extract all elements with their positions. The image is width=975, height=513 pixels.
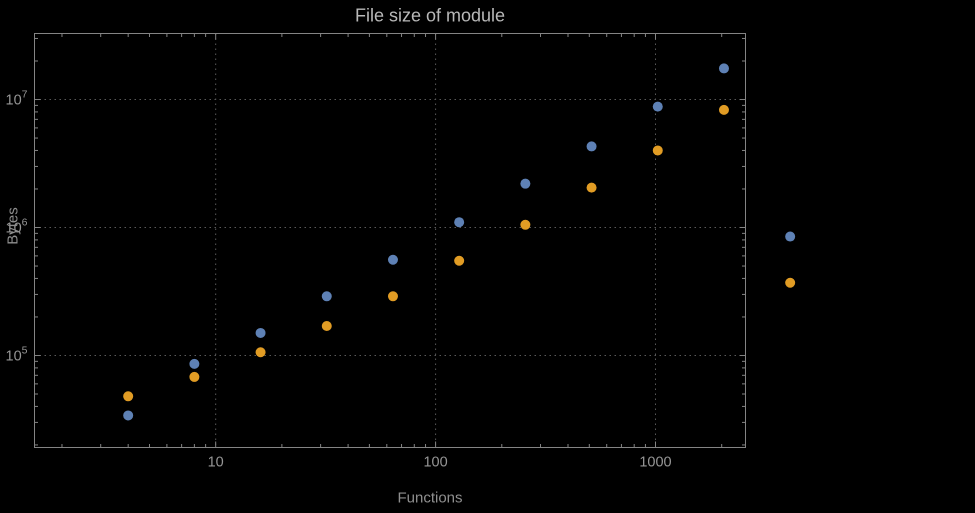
x-tick-label: 10 bbox=[208, 455, 224, 471]
data-point-series-1-blue-x4 bbox=[123, 410, 134, 421]
data-point-series-1-blue-x128 bbox=[454, 217, 465, 228]
data-point-series-1-blue-x16 bbox=[255, 327, 266, 338]
data-point-series-1-blue-x256 bbox=[520, 178, 531, 189]
data-point-series-2-orange-x256 bbox=[520, 219, 531, 230]
data-point-series-2-orange-x512 bbox=[586, 182, 597, 193]
data-point-series-1-blue-x512 bbox=[586, 141, 597, 152]
data-point-series-2-orange-x128 bbox=[454, 255, 465, 266]
y-axis-label: Bytes bbox=[4, 207, 22, 245]
data-point-series-2-orange-x2048 bbox=[718, 104, 729, 115]
x-tick-label: 1000 bbox=[639, 455, 671, 471]
data-point-series-1-blue-x8 bbox=[189, 358, 200, 369]
data-point-series-2-orange-x4096 bbox=[785, 277, 796, 288]
data-point-series-2-orange-x4 bbox=[123, 391, 134, 402]
y-tick-label: 106 bbox=[6, 217, 28, 237]
data-point-series-2-orange-x32 bbox=[321, 320, 332, 331]
x-tick-label: 100 bbox=[423, 455, 447, 471]
plot-frame bbox=[34, 33, 746, 448]
data-point-series-1-blue-x64 bbox=[387, 254, 398, 265]
y-tick-label: 105 bbox=[6, 344, 28, 364]
data-point-series-1-blue-x1024 bbox=[652, 101, 663, 112]
data-point-series-2-orange-x1024 bbox=[652, 145, 663, 156]
y-tick-label: 107 bbox=[6, 89, 28, 109]
data-point-series-2-orange-x8 bbox=[189, 371, 200, 382]
data-point-series-2-orange-x16 bbox=[255, 347, 266, 358]
chart-title: File size of module bbox=[354, 5, 506, 26]
data-point-series-1-blue-x2048 bbox=[718, 63, 729, 74]
data-point-series-1-blue-x4096 bbox=[785, 231, 796, 242]
data-point-series-2-orange-x64 bbox=[387, 291, 398, 302]
x-axis-label: Functions bbox=[397, 489, 463, 507]
data-point-series-1-blue-x32 bbox=[321, 291, 332, 302]
